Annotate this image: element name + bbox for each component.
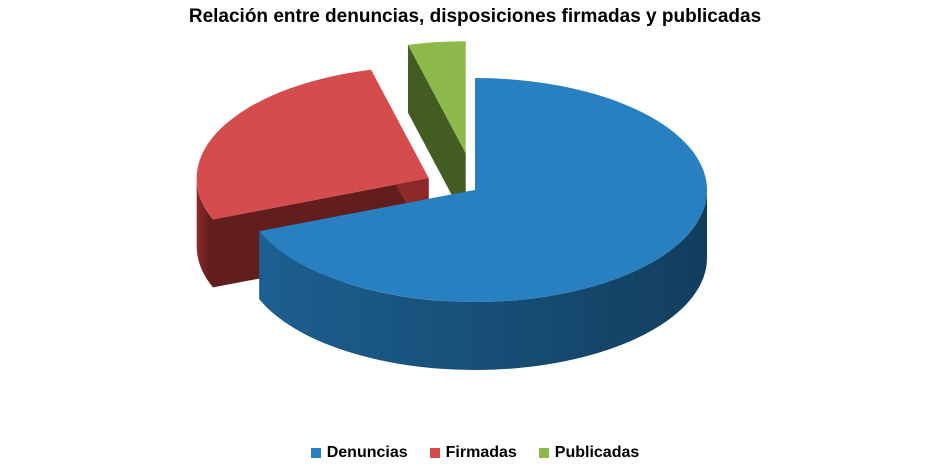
legend-entry-denuncias: Denuncias [310,444,408,462]
pie-slice-top [259,78,708,302]
pie-slice-top [408,41,466,154]
pie-slice-side [259,190,707,370]
legend-entry-firmadas: Firmadas [429,444,517,462]
legend-swatch-denuncias [310,448,321,458]
pie-slice-wall [408,44,466,222]
legend-label-denuncias: Denuncias [326,444,408,461]
legend: Denuncias Firmadas Publicadas [0,444,950,462]
legend-swatch-firmadas [429,448,440,458]
legend-label-firmadas: Firmadas [445,444,517,461]
pie-slice-top [196,69,429,220]
pie-slice-side [196,178,213,288]
pie-slice-denuncias [259,78,708,370]
legend-label-publicadas: Publicadas [554,444,640,461]
pie-slice-publicadas [408,41,466,222]
legend-swatch-publicadas [538,448,549,458]
legend-entry-publicadas: Publicadas [538,444,640,462]
chart-title: Relación entre denuncias, disposiciones … [188,6,762,27]
